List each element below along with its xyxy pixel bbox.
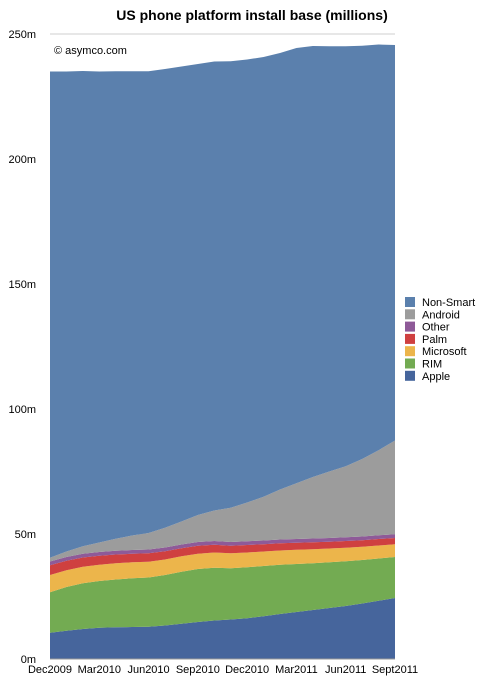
x-tick-label: Mar2011 <box>275 664 318 676</box>
legend: Non-SmartAndroidOtherPalmMicrosoftRIMApp… <box>405 297 475 383</box>
legend-label: Palm <box>422 334 447 346</box>
area-palm <box>50 538 395 575</box>
x-tick-label: Dec2010 <box>225 664 269 676</box>
area-apple <box>50 598 395 659</box>
y-tick-label: 0m <box>21 654 36 666</box>
area-android <box>50 440 395 562</box>
legend-label: Android <box>422 309 460 321</box>
axes: 0m 50m 100m 150m 200m 250m Dec2009 Mar2010 Jun20… <box>8 29 418 676</box>
y-tick-label: 100m <box>8 404 36 416</box>
legend-swatch <box>405 346 415 357</box>
x-tick-label: Dec2009 <box>28 664 72 676</box>
chart-title: US phone platform install base (millions… <box>116 7 387 23</box>
legend-label: Non-Smart <box>422 297 475 309</box>
legend-label: Other <box>422 322 450 334</box>
credit-text: © asymco.com <box>54 45 127 57</box>
x-tick-label: Mar2010 <box>78 664 121 676</box>
area-non-smart <box>50 44 395 558</box>
legend-swatch <box>405 297 415 307</box>
y-tick-label: 200m <box>8 154 36 166</box>
legend-swatch <box>405 358 415 369</box>
stacked-areas <box>50 44 395 659</box>
legend-swatch <box>405 321 415 332</box>
legend-swatch <box>405 370 415 381</box>
y-tick-label: 250m <box>8 29 36 41</box>
x-tick-label: Jun2011 <box>325 664 366 676</box>
area-other <box>50 534 395 566</box>
legend-swatch <box>405 309 415 320</box>
legend-swatch <box>405 333 415 344</box>
legend-label: Apple <box>422 371 450 383</box>
y-tick-label: 150m <box>8 279 36 291</box>
y-tick-label: 50m <box>15 529 36 541</box>
x-tick-label: Sept2011 <box>372 664 418 676</box>
legend-label: Microsoft <box>422 346 467 358</box>
legend-label: RIM <box>422 359 442 371</box>
area-microsoft <box>50 544 395 593</box>
x-tick-label: Sep2010 <box>176 664 220 676</box>
area-rim <box>50 557 395 633</box>
x-tick-label: Jun2010 <box>127 664 169 676</box>
